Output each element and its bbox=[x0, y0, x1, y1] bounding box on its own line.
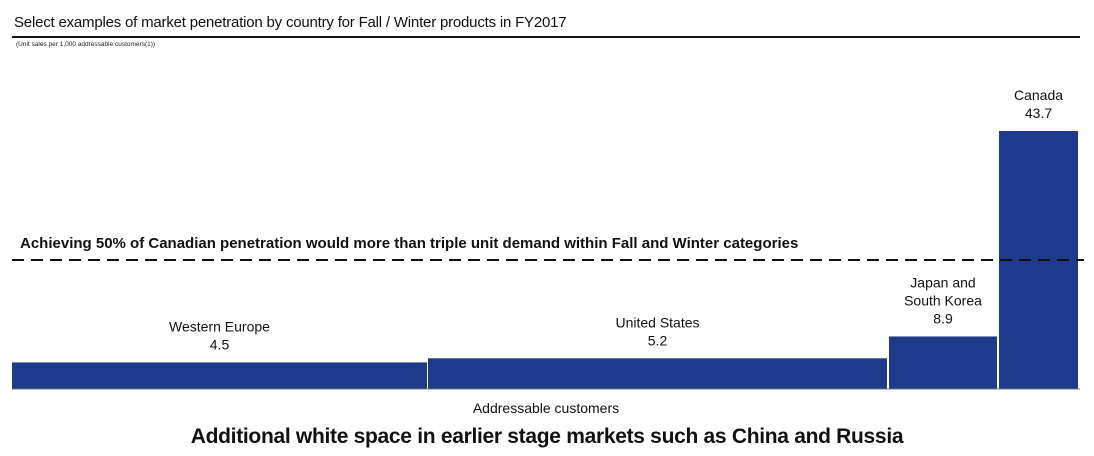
title-rule bbox=[12, 36, 1080, 38]
category-label-3-line-1: Japan and bbox=[910, 274, 975, 290]
category-label-1-line-1: Western Europe bbox=[169, 318, 270, 334]
value-label-1: 4.5 bbox=[210, 336, 230, 352]
x-axis-label: Addressable customers bbox=[473, 400, 619, 416]
category-label-3-line-2: South Korea bbox=[904, 292, 982, 308]
value-label-4: 43.7 bbox=[1025, 105, 1052, 121]
reference-line-label: Achieving 50% of Canadian penetration wo… bbox=[20, 235, 798, 252]
value-label-2: 5.2 bbox=[648, 332, 668, 348]
bar-labels-group: Western Europe 4.5 United States 5.2 Japan a… bbox=[169, 87, 1063, 352]
bar-2 bbox=[428, 358, 887, 389]
value-label-3: 8.9 bbox=[933, 310, 953, 326]
bar-1 bbox=[12, 362, 427, 389]
chart-title: Select examples of market penetration by… bbox=[14, 14, 567, 31]
chart-subtitle: (Unit sales per 1,000 addressable custom… bbox=[16, 41, 156, 48]
category-label-4-line-1: Canada bbox=[1014, 87, 1063, 103]
category-label-2-line-1: United States bbox=[615, 314, 699, 330]
bar-3 bbox=[889, 336, 997, 389]
footer-note: Additional white space in earlier stage … bbox=[190, 425, 904, 448]
